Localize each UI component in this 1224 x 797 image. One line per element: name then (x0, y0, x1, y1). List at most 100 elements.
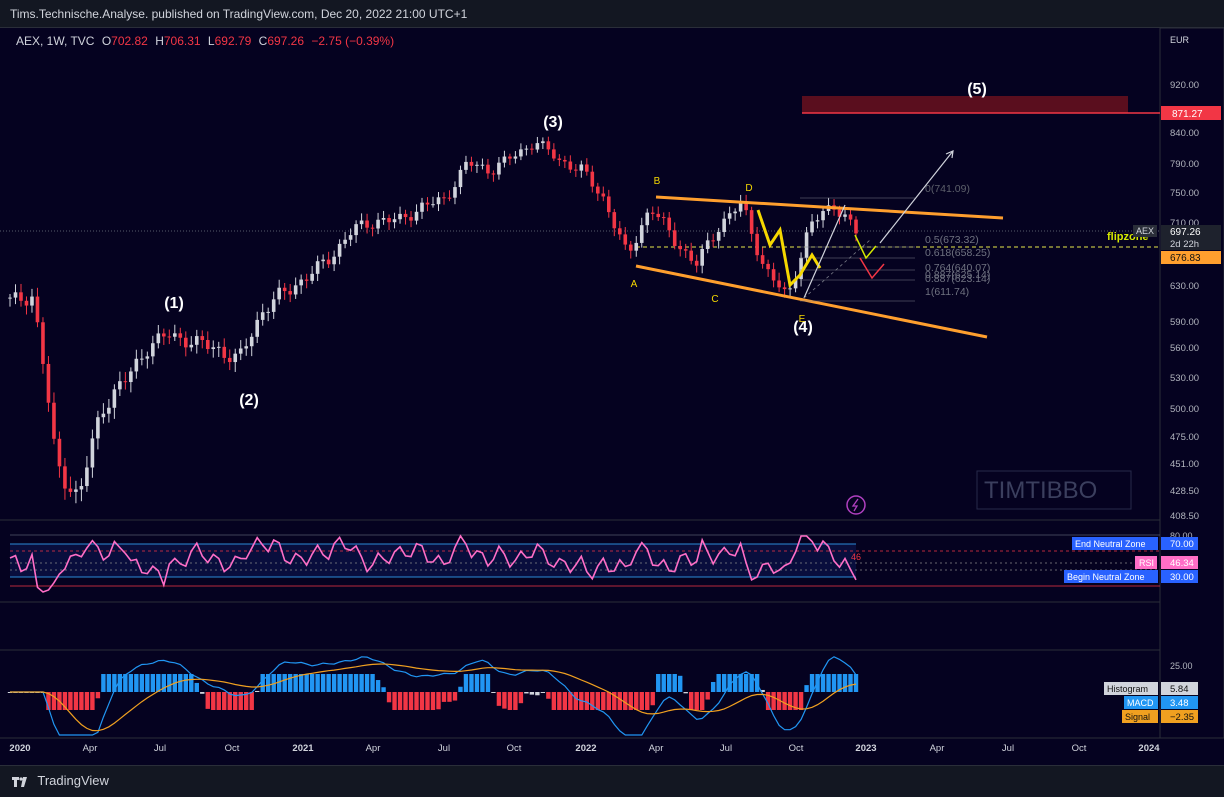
macd-bar (535, 692, 540, 696)
macd-bar (699, 692, 705, 710)
triangle-lower-line[interactable] (635, 264, 988, 339)
price-tick: 530.00 (1170, 373, 1199, 384)
candle-body (173, 333, 177, 337)
candle-body (535, 143, 540, 150)
candle-body (771, 269, 776, 281)
candles[interactable] (8, 136, 858, 504)
macd-bar (705, 692, 710, 700)
red-arrow[interactable] (859, 257, 885, 280)
time-axis[interactable]: 2020 Apr Jul Oct 2021 Apr Jul Oct 2022 Apr Jul Oct 2… (9, 743, 1160, 754)
candle-body (650, 212, 655, 214)
candle-body (596, 186, 600, 194)
macd-bar (842, 674, 848, 692)
candle-body (370, 227, 375, 229)
triangle-upper-line[interactable] (655, 195, 1004, 220)
histogram-value: 5.84 (1170, 684, 1189, 695)
candle-body (414, 211, 419, 221)
candle-body (255, 319, 260, 337)
time-tick: 2021 (292, 743, 314, 754)
macd-bar (518, 692, 524, 704)
triangle-label-e: E (799, 314, 806, 325)
macd-bar (386, 692, 392, 703)
macd-bar (667, 674, 672, 692)
macd-bar (79, 692, 84, 710)
candle-body (227, 357, 232, 363)
publisher-bar: Tims.Technische.Analyse. published on Tr… (0, 0, 1224, 28)
price-chart[interactable]: 920.00 840.00 790.00 750.00 710.00 630.00 590.… (0, 28, 1224, 765)
candle-body (30, 296, 34, 306)
candle-body (727, 213, 732, 219)
candle-body (694, 260, 699, 266)
candle-body (447, 197, 452, 199)
macd-bar (205, 692, 210, 709)
macd-bar (425, 692, 430, 710)
candle-body (431, 204, 435, 206)
candle-body (810, 221, 814, 233)
candle-body (623, 234, 628, 245)
candle-body (211, 347, 216, 350)
macd-bar (73, 692, 79, 710)
candle-body (310, 273, 314, 281)
watermark-box (976, 470, 1132, 510)
time-tick: Oct (1072, 743, 1087, 754)
yellow-wave-path[interactable] (756, 209, 822, 289)
macd-bar (441, 692, 447, 702)
price-tick: 920.00 (1170, 80, 1199, 91)
rsi-name: RSI (1139, 558, 1154, 568)
wave-label-5: (5) (967, 81, 987, 98)
candle-body (365, 220, 369, 228)
resistance-badge-text: 871.27 (1172, 109, 1203, 120)
projection-line[interactable] (879, 150, 954, 244)
candle-body (140, 358, 144, 360)
candle-body (41, 322, 45, 364)
candle-body (606, 196, 611, 213)
macd-bar (211, 692, 216, 710)
macd-value-bg (1161, 696, 1198, 709)
macd-bar (760, 689, 765, 692)
macd-bar (765, 692, 771, 710)
candle-body (304, 279, 309, 281)
candle-body (63, 466, 67, 489)
candle-body (315, 261, 320, 274)
macd-line[interactable] (10, 656, 857, 736)
macd-bar (436, 692, 441, 710)
signal-line[interactable] (10, 663, 857, 732)
legend-low-label: L (207, 34, 215, 48)
candle-body (590, 171, 595, 187)
footer-brand[interactable]: TradingView (37, 773, 109, 788)
level-badge-text: 676.83 (1170, 253, 1201, 264)
triangle-label-a: A (631, 279, 638, 290)
candle-body (392, 219, 397, 223)
candle-body (513, 156, 518, 159)
price-tick: 840.00 (1170, 128, 1199, 139)
time-tick: 2020 (9, 743, 30, 754)
fib-label-0887a: 0.887(625.14) (925, 269, 990, 281)
target-zone-box[interactable] (802, 96, 1128, 113)
fibonacci-levels[interactable]: 0(741.09) 0.5(673.32) 0.618(658.25) 0.76… (800, 183, 990, 302)
rsi-pane[interactable]: 46 80.00 End Neutral Zone 70.00 RSI 46.3… (9, 531, 1198, 593)
macd-bar (551, 692, 557, 710)
green-arrow[interactable] (854, 234, 877, 260)
macd-bar (189, 674, 194, 692)
candle-body (260, 312, 265, 320)
histogram-label-bg (1104, 682, 1158, 695)
lightning-icon[interactable] (846, 495, 866, 515)
rsi-line[interactable] (9, 534, 857, 593)
candle-body (475, 164, 479, 166)
macd-bar (798, 692, 804, 710)
price-tick: 451.00 (1170, 459, 1199, 470)
price-axis[interactable] (1159, 28, 1224, 739)
macd-pane[interactable]: 25.00 Histogram 5.84 MACD 3.48 Signal −2… (7, 656, 1198, 736)
macd-bar (392, 692, 397, 710)
candle-body (848, 214, 853, 220)
candle-body (326, 259, 331, 265)
fib-label-0887b: 0.887(623.14) (925, 273, 990, 285)
macd-bar (749, 674, 754, 692)
white-impulse-line[interactable] (803, 204, 846, 299)
macd-bar (837, 674, 842, 692)
macd-bar (573, 692, 579, 710)
macd-bar (106, 674, 112, 692)
end-neutral-zone-label: End Neutral Zone (1075, 539, 1146, 549)
candle-body (458, 169, 463, 188)
macd-bar (557, 692, 562, 710)
